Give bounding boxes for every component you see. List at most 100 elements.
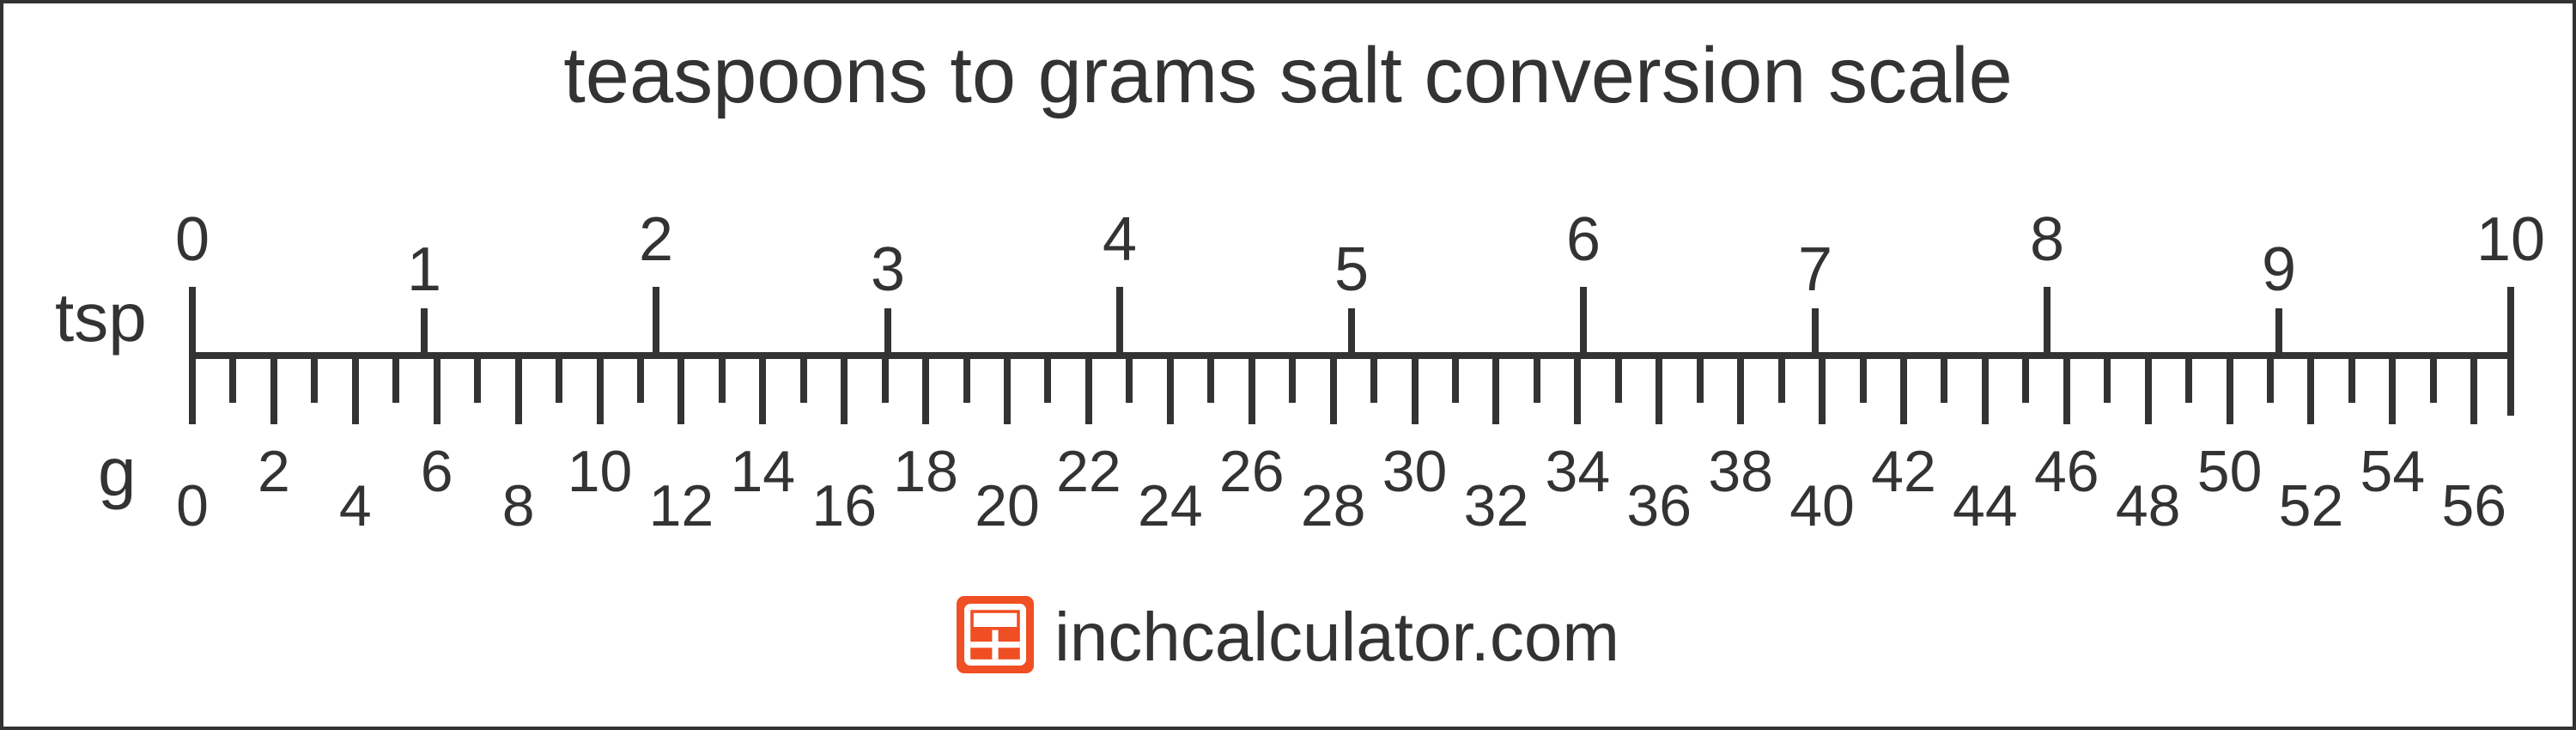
tsp-tick: [1812, 308, 1819, 356]
gram-tick: [270, 356, 277, 424]
tsp-tick: [421, 308, 428, 356]
gram-tick: [1941, 356, 1947, 403]
tsp-tick: [2507, 287, 2514, 356]
gram-tick: [515, 356, 522, 424]
gram-tick: [1615, 356, 1622, 403]
gram-tick: [311, 356, 318, 403]
tsp-tick: [884, 308, 891, 356]
gram-tick-label: 12: [649, 472, 714, 539]
gram-tick: [2185, 356, 2192, 403]
gram-tick: [2389, 356, 2396, 424]
gram-tick-label: 52: [2279, 472, 2344, 539]
gram-tick-label: 20: [975, 472, 1040, 539]
gram-tick: [1778, 356, 1785, 403]
gram-tick: [882, 356, 889, 403]
gram-tick-label: 2: [258, 438, 290, 505]
gram-tick: [1412, 356, 1419, 424]
gram-tick: [2063, 356, 2070, 424]
gram-tick: [800, 356, 807, 403]
tsp-tick-label: 1: [407, 234, 441, 305]
tsp-tick-label: 7: [1798, 234, 1832, 305]
gram-tick-label: 30: [1382, 438, 1448, 505]
tsp-tick-label: 4: [1103, 204, 1137, 275]
tsp-tick-label: 8: [2030, 204, 2064, 275]
gram-tick-label: 26: [1219, 438, 1285, 505]
gram-tick: [1534, 356, 1540, 403]
tsp-tick: [1348, 308, 1355, 356]
gram-tick: [759, 356, 766, 424]
gram-tick: [1004, 356, 1011, 424]
gram-tick: [556, 356, 562, 403]
gram-tick: [1900, 356, 1907, 424]
gram-tick: [1574, 356, 1581, 424]
gram-tick: [2430, 356, 2437, 403]
tsp-tick-label: 9: [2262, 234, 2296, 305]
grams-unit-label: g: [98, 433, 137, 512]
gram-tick: [229, 356, 236, 403]
gram-tick: [392, 356, 399, 403]
gram-tick-label: 44: [1953, 472, 2018, 539]
tsp-tick-label: 6: [1566, 204, 1601, 275]
brand-text: inchcalculator.com: [1054, 598, 1619, 677]
tsp-tick: [189, 287, 196, 356]
gram-tick: [434, 356, 440, 424]
gram-tick: [1126, 356, 1133, 403]
gram-tick: [189, 356, 196, 424]
gram-tick: [1982, 356, 1989, 424]
gram-tick: [2104, 356, 2111, 403]
gram-tick: [1697, 356, 1704, 403]
gram-tick: [2022, 356, 2029, 403]
gram-tick: [637, 356, 644, 403]
gram-tick: [1492, 356, 1499, 424]
gram-tick-label: 46: [2034, 438, 2099, 505]
tsp-tick: [1116, 287, 1123, 356]
gram-tick: [1860, 356, 1867, 403]
gram-tick: [1207, 356, 1214, 403]
conversion-scale-frame: teaspoons to grams salt conversion scale…: [0, 0, 2576, 730]
gram-tick: [1737, 356, 1744, 424]
gram-tick: [1249, 356, 1255, 424]
gram-tick: [963, 356, 970, 403]
tsp-tick: [1580, 287, 1587, 356]
gram-tick-label: 50: [2197, 438, 2263, 505]
gram-tick-label: 10: [568, 438, 633, 505]
tsp-tick-label: 3: [871, 234, 905, 305]
gram-tick-label: 38: [1708, 438, 1773, 505]
gram-tick-label: 0: [176, 472, 209, 539]
gram-tick-label: 4: [339, 472, 372, 539]
gram-tick-label: 14: [730, 438, 795, 505]
tsp-tick: [2044, 287, 2050, 356]
gram-tick: [1085, 356, 1092, 424]
gram-tick: [719, 356, 726, 403]
gram-tick: [1819, 356, 1826, 424]
gram-tick: [1289, 356, 1296, 403]
gram-tick: [2470, 356, 2477, 424]
gram-tick-label: 40: [1789, 472, 1855, 539]
tsp-tick-label: 0: [175, 204, 210, 275]
gram-tick-label: 36: [1626, 472, 1692, 539]
gram-tick-label: 42: [1871, 438, 1936, 505]
gram-tick: [1370, 356, 1377, 403]
gram-tick: [1044, 356, 1051, 403]
tsp-unit-label: tsp: [55, 278, 147, 357]
gram-tick-label: 54: [2360, 438, 2426, 505]
gram-tick: [2267, 356, 2274, 403]
tsp-tick-label: 2: [639, 204, 673, 275]
gram-tick: [922, 356, 929, 424]
gram-tick-label: 6: [421, 438, 453, 505]
brand-footer: inchcalculator.com: [3, 596, 2573, 678]
gram-tick-label: 56: [2441, 472, 2506, 539]
gram-tick-label: 32: [1464, 472, 1529, 539]
gram-tick: [597, 356, 604, 424]
gram-tick-label: 34: [1546, 438, 1611, 505]
gram-tick-label: 48: [2116, 472, 2181, 539]
gram-tick: [2348, 356, 2355, 403]
gram-tick-label: 8: [502, 472, 535, 539]
gram-tick: [1167, 356, 1174, 424]
calculator-icon: [957, 596, 1034, 678]
gram-tick: [1330, 356, 1337, 424]
gram-tick-label: 24: [1138, 472, 1203, 539]
gram-tick-label: 16: [811, 472, 877, 539]
tsp-tick: [2275, 308, 2282, 356]
gram-tick: [2227, 356, 2233, 424]
